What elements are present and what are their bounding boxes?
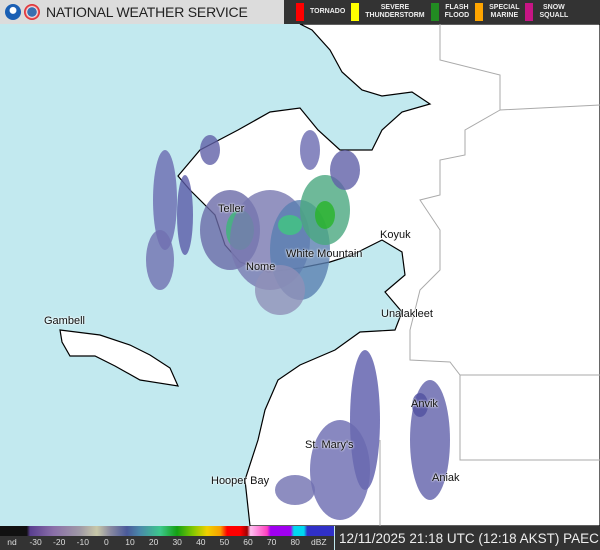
warning-swatch: [296, 3, 304, 21]
scale-label: -10: [76, 537, 89, 547]
scale-label: 70: [266, 537, 277, 547]
warning-swatch: [525, 3, 534, 21]
region-borders: [379, 24, 600, 526]
scale-label: 60: [243, 537, 253, 547]
warning-swatch: [475, 3, 484, 21]
scale-label: 20: [148, 537, 159, 547]
page-title: NATIONAL WEATHER SERVICE: [46, 4, 248, 20]
warning-label-1: SPECIAL: [489, 4, 520, 11]
nws-logo: [24, 4, 40, 20]
radar-echo: [146, 230, 174, 290]
city-label: Nome: [246, 261, 276, 273]
scale-label: 50: [219, 537, 230, 547]
warning-legend-item: SEVERE THUNDERSTORM: [351, 3, 425, 21]
radar-echo: [200, 135, 220, 165]
warning-label-2: MARINE: [490, 12, 519, 19]
city-label: Gambell: [44, 315, 85, 327]
st-lawrence-island: [59, 329, 179, 387]
color-bar: [0, 526, 334, 536]
radar-echo: [275, 475, 315, 505]
noaa-logo: [5, 4, 21, 20]
scale-label: -20: [53, 537, 66, 547]
warning-label-2: TORNADO: [310, 8, 346, 15]
scale-label: nd: [7, 537, 17, 547]
scale-label: 30: [172, 537, 182, 547]
warning-label-1: SEVERE: [380, 4, 410, 11]
timestamp: 12/11/2025 21:18 UTC (12:18 AKST) PAEC: [335, 526, 600, 550]
warning-legend-item: SNOW SQUALL: [525, 3, 568, 21]
radar-echoes: [146, 130, 450, 520]
scale-label: 0: [104, 537, 109, 547]
header-bar: NATIONAL WEATHER SERVICE: [0, 0, 284, 24]
radar-echo: [310, 420, 370, 520]
warning-swatch: [351, 3, 360, 21]
city-label: Hooper Bay: [211, 475, 270, 487]
warning-swatch: [430, 3, 439, 21]
radar-map[interactable]: [0, 24, 600, 526]
warning-legend-item: TORNADO: [296, 3, 345, 21]
city-label: Koyuk: [380, 229, 411, 241]
warning-label-1: FLASH: [445, 4, 469, 11]
city-label: St. Mary's: [305, 439, 354, 451]
warnings-legend: TORNADO SEVERE THUNDERSTORM FLASH FLOOD SPECI…: [284, 0, 600, 24]
radar-echo: [255, 265, 305, 315]
radar-echo: [330, 150, 360, 190]
radar-echo: [315, 201, 335, 229]
radar-echo: [278, 215, 302, 235]
radar-echo: [300, 130, 320, 170]
city-label: Unalakleet: [381, 308, 433, 320]
radar-echo: [177, 175, 193, 255]
city-label: Aniak: [432, 472, 460, 484]
warning-label-2: SQUALL: [539, 12, 569, 19]
scale-label: 80: [290, 537, 300, 547]
warning-legend-item: SPECIAL MARINE: [475, 3, 519, 21]
scale-label: -30: [29, 537, 42, 547]
dbz-color-scale: nd -30 -20 -10 0 10 20 30 40 50 60 70 80 dBZ: [0, 526, 334, 550]
warning-legend-item: FLASH FLOOD: [430, 3, 470, 21]
radar-echo: [412, 393, 428, 417]
scale-label: dBZ: [311, 537, 327, 547]
city-label: Teller: [218, 203, 245, 215]
city-label: White Mountain: [286, 248, 363, 260]
scale-label: 40: [196, 537, 206, 547]
warning-label-2: FLOOD: [444, 12, 470, 19]
radar-echo: [153, 150, 177, 250]
city-label: Anvik: [411, 398, 438, 410]
warning-label-1: SNOW: [542, 4, 565, 11]
warning-label-2: THUNDERSTORM: [365, 12, 425, 19]
scale-label: 10: [125, 537, 135, 547]
